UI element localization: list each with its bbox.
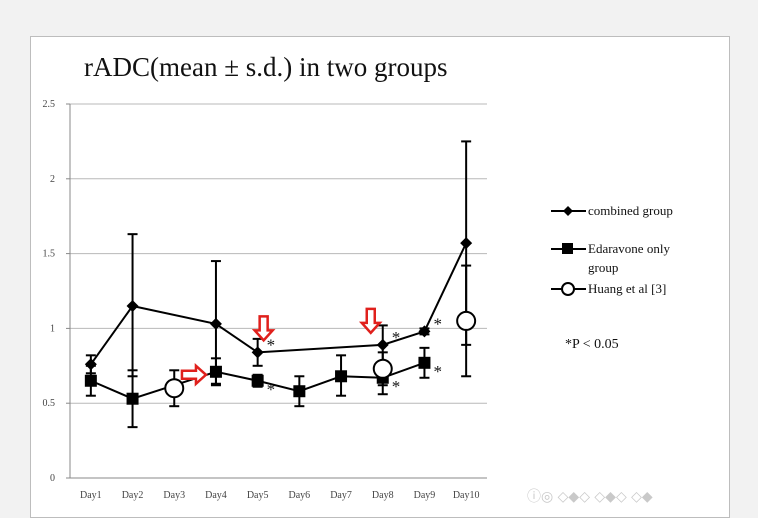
gridlines <box>70 103 487 404</box>
significance-annotation: *P < 0.05 <box>565 337 619 352</box>
data-point-diamond-0 <box>84 358 97 371</box>
series-line-0 <box>90 242 468 365</box>
significance-marker-4: * <box>433 314 442 333</box>
x-tick-label-day4: Day4 <box>205 490 227 501</box>
y-tick-label-1.5: 1.5 <box>43 249 56 260</box>
x-tick-label-day7: Day7 <box>330 490 352 501</box>
x-tick-labels: Day1 Day2 Day3 Day4 Day5 Day6 Day7 Day8 Day9 Day1… <box>80 490 479 501</box>
y-tick-label-1: 1 <box>50 323 55 334</box>
data-point-square-4 <box>293 385 306 398</box>
series-0 <box>84 140 473 385</box>
legend-marker-square <box>562 243 573 254</box>
x-tick-label-day6: Day6 <box>289 490 311 501</box>
y-tick-label-2: 2 <box>50 174 55 185</box>
significance-marker-5: * <box>433 362 442 381</box>
data-point-square-0 <box>84 374 97 387</box>
data-point-diamond-2 <box>209 317 222 330</box>
watermark: ⓘ◎ ◇◆◇ ◇◆◇ ◇◆ <box>527 489 653 505</box>
data-point-square-7 <box>418 356 431 369</box>
series-1 <box>84 346 431 429</box>
data-point-square-2 <box>209 365 222 378</box>
red-arrow-right-0 <box>180 362 208 387</box>
legend-label-edaravone-line2: group <box>588 260 618 275</box>
axes <box>66 103 487 479</box>
data-point-square-1 <box>126 392 139 405</box>
x-tick-label-day1: Day1 <box>80 490 102 501</box>
significance-marker-1: * <box>267 380 276 399</box>
y-tick-label-0.5: 0.5 <box>43 398 56 409</box>
data-point-square-5 <box>335 370 348 383</box>
series-2 <box>164 264 477 408</box>
x-tick-label-day8: Day8 <box>372 490 394 501</box>
legend-label-edaravone-line1: Edaravone only <box>588 241 670 256</box>
x-tick-label-day5: Day5 <box>247 490 269 501</box>
data-point-circle-0 <box>164 378 185 399</box>
data-point-diamond-1 <box>126 299 139 312</box>
data-point-diamond-5 <box>418 325 431 338</box>
x-tick-label-day3: Day3 <box>163 490 185 501</box>
legend: combined group Edaravone only group Huan… <box>551 203 673 296</box>
data-point-diamond-4 <box>376 338 389 351</box>
significance-marker-2: * <box>392 328 401 347</box>
x-tick-label-day2: Day2 <box>122 490 144 501</box>
red-arrows <box>180 307 383 387</box>
chart-canvas: 00.511.522.5 Day1 Day2 Day3 Day4 Day5 Day6 Day… <box>43 99 673 501</box>
data-point-diamond-3 <box>251 346 264 359</box>
red-arrow-down-1 <box>251 315 276 343</box>
data-point-circle-2 <box>456 310 477 331</box>
plot-area: * * * * * * <box>84 140 477 429</box>
x-tick-label-day9: Day9 <box>414 490 436 501</box>
chart-title: rADC(mean ± s.d.) in two groups <box>84 52 448 82</box>
significance-marker-0: * <box>267 335 276 354</box>
legend-label-combined: combined group <box>588 203 673 218</box>
y-tick-label-2.5: 2.5 <box>43 99 56 110</box>
significance-marker-3: * <box>392 377 401 396</box>
x-tick-label-day10: Day10 <box>453 490 480 501</box>
y-tick-label-0: 0 <box>50 473 55 484</box>
data-point-circle-1 <box>372 358 393 379</box>
y-tick-labels: 0 0.5 1 1.5 2 2.5 <box>43 99 56 484</box>
legend-label-huang: Huang et al [3] <box>588 281 666 296</box>
data-point-square-3 <box>251 374 264 387</box>
data-point-diamond-6 <box>460 237 473 250</box>
series-line-1 <box>90 361 425 400</box>
red-arrow-down-2 <box>358 307 383 335</box>
legend-marker-open-circle <box>561 282 575 296</box>
legend-marker-diamond <box>563 206 573 216</box>
chart-frame <box>30 36 730 518</box>
